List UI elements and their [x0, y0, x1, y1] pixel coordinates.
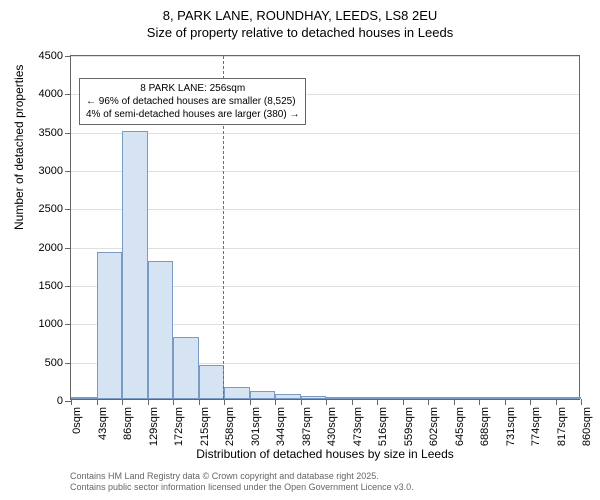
chart-title-line2: Size of property relative to detached ho… [0, 25, 600, 40]
x-tick [148, 399, 149, 405]
x-tick [505, 399, 506, 405]
x-tick-label: 602sqm [428, 407, 440, 446]
x-tick [97, 399, 98, 405]
histogram-bar [377, 397, 403, 399]
histogram-bar [122, 131, 148, 399]
x-tick-label: 344sqm [275, 407, 287, 446]
y-tick [65, 94, 71, 95]
gridline [71, 56, 579, 57]
footer-attribution: Contains HM Land Registry data © Crown c… [70, 471, 414, 494]
y-tick [65, 286, 71, 287]
histogram-bar [199, 365, 225, 400]
x-tick-label: 43sqm [97, 407, 109, 440]
chart-plot-area: Distribution of detached houses by size … [70, 55, 580, 400]
x-tick [224, 399, 225, 405]
annotation-line1: ← 96% of detached houses are smaller (8,… [86, 95, 299, 108]
x-tick-label: 817sqm [556, 407, 568, 446]
x-tick-label: 688sqm [479, 407, 491, 446]
histogram-bar [479, 397, 505, 399]
y-tick-label: 2500 [39, 203, 63, 215]
histogram-bar [224, 387, 250, 399]
histogram-bar [530, 397, 556, 399]
y-tick-label: 4000 [39, 88, 63, 100]
x-tick [530, 399, 531, 405]
y-tick [65, 209, 71, 210]
x-tick-label: 731sqm [505, 407, 517, 446]
x-tick-label: 645sqm [454, 407, 466, 446]
x-tick-label: 860sqm [581, 407, 593, 446]
x-tick-label: 129sqm [148, 407, 160, 446]
x-tick [173, 399, 174, 405]
x-tick-label: 301sqm [250, 407, 262, 446]
histogram-bar [250, 391, 276, 399]
y-tick-label: 1000 [39, 318, 63, 330]
y-tick [65, 56, 71, 57]
x-tick [428, 399, 429, 405]
x-tick [581, 399, 582, 405]
histogram-bar [97, 252, 123, 399]
x-tick [326, 399, 327, 405]
x-tick-label: 430sqm [326, 407, 338, 446]
y-tick-label: 3000 [39, 165, 63, 177]
x-tick-label: 516sqm [377, 407, 389, 446]
annotation-title: 8 PARK LANE: 256sqm [86, 82, 299, 95]
y-tick [65, 171, 71, 172]
x-tick-label: 215sqm [199, 407, 211, 446]
y-tick-label: 4500 [39, 50, 63, 62]
x-tick [352, 399, 353, 405]
histogram-bar [173, 337, 199, 399]
x-axis-label: Distribution of detached houses by size … [196, 447, 454, 461]
y-tick-label: 1500 [39, 280, 63, 292]
histogram-bar [275, 394, 301, 399]
y-tick-label: 2000 [39, 242, 63, 254]
y-tick [65, 324, 71, 325]
x-tick-label: 172sqm [173, 407, 185, 446]
x-tick-label: 258sqm [224, 407, 236, 446]
y-tick [65, 133, 71, 134]
annotation-box: 8 PARK LANE: 256sqm← 96% of detached hou… [79, 78, 306, 125]
histogram-bar [326, 397, 352, 399]
x-tick [301, 399, 302, 405]
histogram-bar [428, 397, 454, 399]
x-tick [122, 399, 123, 405]
chart-title-block: 8, PARK LANE, ROUNDHAY, LEEDS, LS8 2EU S… [0, 0, 600, 40]
x-tick [479, 399, 480, 405]
histogram-bar [505, 397, 531, 399]
chart-title-line1: 8, PARK LANE, ROUNDHAY, LEEDS, LS8 2EU [0, 8, 600, 23]
histogram-bar [352, 397, 378, 399]
y-tick [65, 248, 71, 249]
histogram-bar [301, 396, 327, 399]
x-tick [556, 399, 557, 405]
histogram-bar [148, 261, 174, 399]
y-tick-label: 0 [57, 395, 63, 407]
histogram-bar [454, 397, 480, 399]
x-tick [199, 399, 200, 405]
y-axis-label: Number of detached properties [12, 65, 26, 230]
histogram-bar [403, 397, 429, 399]
y-tick-label: 500 [45, 357, 63, 369]
x-tick [71, 399, 72, 405]
x-tick [275, 399, 276, 405]
x-tick-label: 473sqm [352, 407, 364, 446]
y-tick-label: 3500 [39, 127, 63, 139]
x-tick-label: 559sqm [403, 407, 415, 446]
footer-line2: Contains public sector information licen… [70, 482, 414, 494]
x-tick [403, 399, 404, 405]
annotation-line2: 4% of semi-detached houses are larger (3… [86, 108, 299, 121]
x-tick-label: 0sqm [71, 407, 83, 434]
y-tick [65, 363, 71, 364]
histogram-bar [556, 397, 582, 399]
x-tick [250, 399, 251, 405]
x-tick-label: 86sqm [122, 407, 134, 440]
footer-line1: Contains HM Land Registry data © Crown c… [70, 471, 414, 483]
histogram-bar [71, 397, 97, 399]
x-tick [454, 399, 455, 405]
x-tick-label: 387sqm [301, 407, 313, 446]
x-tick-label: 774sqm [530, 407, 542, 446]
x-tick [377, 399, 378, 405]
